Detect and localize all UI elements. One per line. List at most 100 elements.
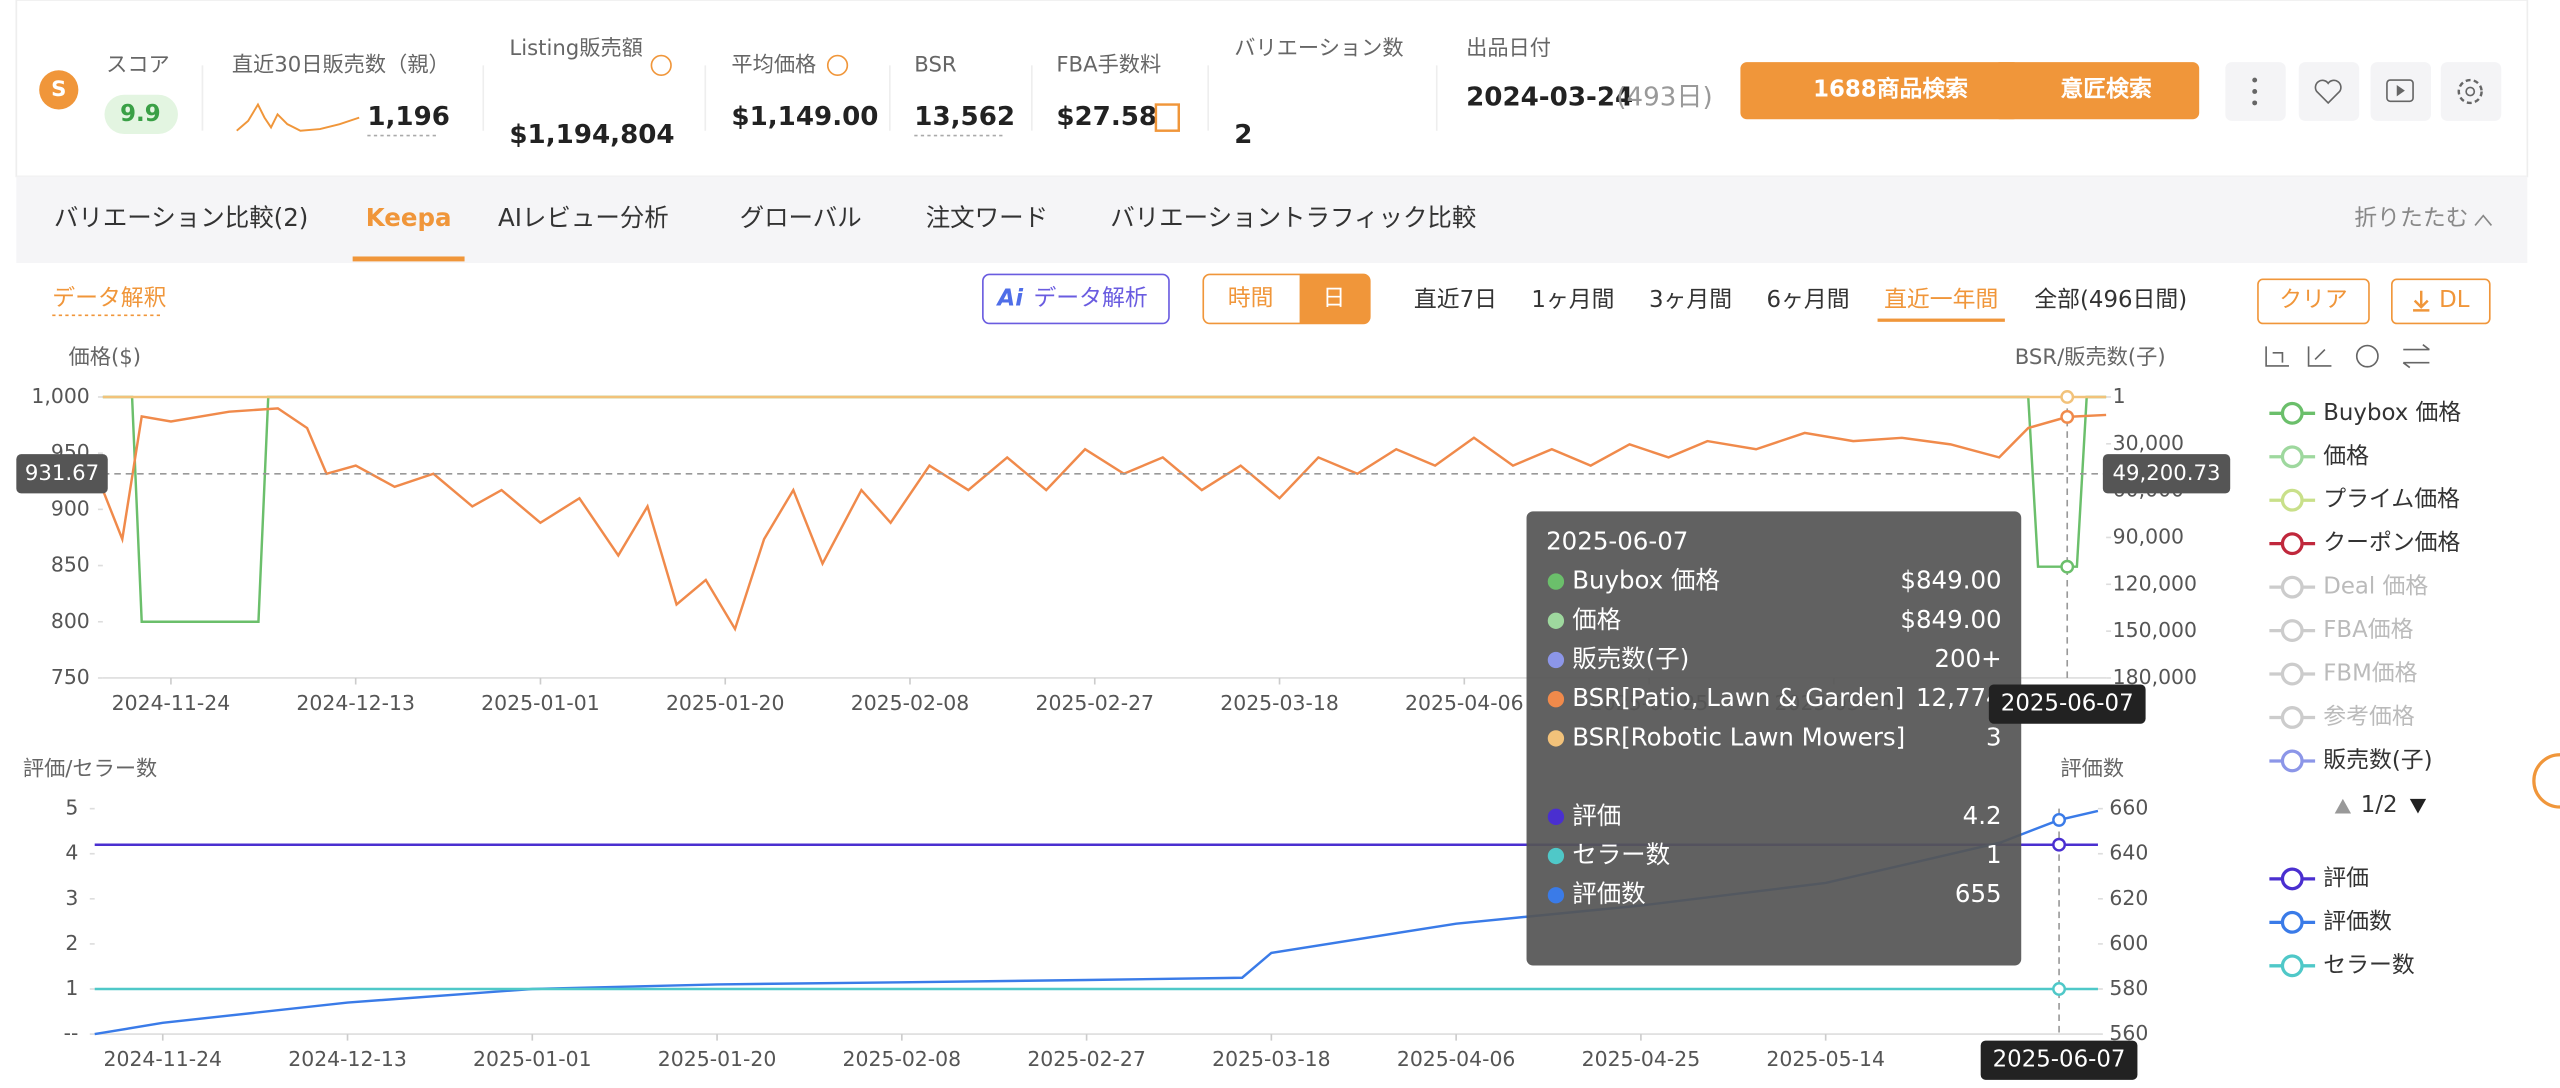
legend-marker[interactable] (2280, 619, 2304, 643)
favorite-button[interactable] (2298, 62, 2360, 121)
pager-next[interactable] (2409, 798, 2427, 814)
interpret-link[interactable]: データ解釈 (52, 285, 166, 311)
help-icon[interactable] (826, 54, 849, 76)
legend-label[interactable]: FBA価格 (2323, 617, 2413, 643)
ai-button[interactable] (982, 273, 1170, 325)
y2-tick-label: 120,000 (2113, 571, 2197, 595)
side-handle[interactable] (2532, 753, 2560, 809)
x-tick-label: 2025-04-06 (1405, 691, 1524, 715)
y-tick-label: 5 (65, 796, 78, 820)
sales30-label: 直近30日販売数（親） (232, 52, 450, 77)
tooltip-date: 2025-06-07 (1546, 526, 1688, 555)
legend-label[interactable]: Buybox 価格 (2323, 400, 2461, 426)
collapse[interactable]: 折りたたむ (2354, 205, 2468, 231)
dot (2252, 100, 2258, 106)
crosshair-left-label: 931.67 (25, 461, 99, 486)
swap-tool[interactable] (2402, 344, 2430, 369)
tab[interactable]: バリエーション比較(2) (54, 203, 308, 232)
dl-label[interactable]: DL (2439, 287, 2470, 313)
range-option[interactable]: 直近一年間 (1884, 287, 1998, 313)
legend-marker[interactable] (2280, 662, 2304, 686)
x-tick-label: 2025-04-06 (1397, 1047, 1516, 1071)
crosshair-left-box (16, 454, 108, 494)
x-tick-label: 2025-01-20 (658, 1047, 777, 1071)
y-axis-label: 価格($) (69, 345, 141, 370)
hover-point (2060, 409, 2075, 424)
help-icon[interactable] (650, 54, 672, 76)
clear-button[interactable] (2257, 278, 2370, 325)
zoom-reset-tool[interactable] (2307, 346, 2332, 367)
crosshair-date-box (1988, 684, 2146, 724)
x-tick-label: 2025-01-20 (666, 691, 785, 715)
tab[interactable]: 注文ワード (926, 203, 1048, 232)
tab[interactable]: バリエーショントラフィック比較 (1110, 203, 1476, 232)
x-tick-label: 2025-01-01 (473, 1047, 592, 1071)
range-option[interactable]: 6ヶ月間 (1767, 287, 1850, 313)
tooltip-value: 3 (1986, 722, 2002, 751)
legend-marker[interactable] (2280, 401, 2304, 425)
legend-marker[interactable] (2280, 532, 2304, 556)
toggle-active (1299, 274, 1370, 324)
tooltip-dot (1547, 612, 1565, 629)
hover-point (2052, 812, 2066, 827)
refresh-tool[interactable] (2355, 344, 2379, 368)
legend-marker[interactable] (2280, 445, 2304, 469)
legend-marker[interactable] (2280, 867, 2304, 891)
score-label: スコア (106, 52, 170, 77)
toggle-time[interactable]: 時間 (1228, 285, 1274, 311)
clear-label[interactable]: クリア (2279, 287, 2348, 313)
legend-label[interactable]: 参考価格 (2323, 704, 2415, 730)
tab[interactable]: AIレビュー分析 (498, 203, 669, 232)
btn-design[interactable] (1993, 62, 2200, 120)
y-tick-label: 1,000 (31, 384, 89, 408)
tab[interactable]: Keepa (366, 203, 452, 232)
legend-label[interactable]: セラー数 (2323, 952, 2415, 978)
tooltip-label: 価格 (1572, 605, 1621, 634)
legend-marker[interactable] (2280, 706, 2304, 729)
ai-label[interactable]: データ解析 (1033, 285, 1147, 311)
calculator-icon[interactable] (1154, 103, 1180, 132)
variation-label: バリエーション数 (1234, 36, 1403, 61)
tooltip-dot (1547, 573, 1565, 590)
tab-underline (352, 256, 465, 262)
legend-label[interactable]: 価格 (2323, 443, 2369, 469)
range-option[interactable]: 全部(496日間) (2034, 287, 2187, 313)
tooltip-label: 評価 (1572, 801, 1621, 830)
toggle-day[interactable]: 日 (1322, 285, 1345, 311)
series-line (101, 407, 2107, 632)
btn-1688-label[interactable]: 1688商品検索 (1813, 75, 1968, 102)
range-option[interactable]: 1ヶ月間 (1531, 287, 1614, 313)
tooltip-label: BSR[Robotic Lawn Mowers] (1572, 722, 1905, 751)
tab[interactable]: グローバル (740, 203, 862, 232)
legend-label[interactable]: 販売数(子) (2323, 747, 2432, 773)
range-option[interactable]: 3ヶ月間 (1649, 287, 1732, 313)
legend-marker[interactable] (2280, 488, 2304, 512)
dl-button[interactable] (2391, 278, 2491, 325)
settings-button[interactable] (2440, 62, 2502, 121)
legend-marker[interactable] (2280, 910, 2304, 934)
legend-label[interactable]: プライム価格 (2323, 487, 2460, 513)
legend-label[interactable]: FBM価格 (2323, 661, 2417, 687)
pager-prev[interactable] (2334, 798, 2352, 814)
legend-marker[interactable] (2280, 749, 2304, 773)
x-tick-label: 2025-04-25 (1582, 1047, 1701, 1071)
legend-label[interactable]: 評価 (2323, 865, 2369, 891)
legend-label[interactable]: クーポン価格 (2323, 530, 2460, 556)
btn-1688[interactable] (1740, 62, 2020, 120)
tooltip-label: セラー数 (1572, 840, 1670, 869)
legend-marker[interactable] (2280, 954, 2304, 978)
y-tick-label: 750 (51, 665, 90, 689)
dot (2252, 89, 2258, 94)
range-option[interactable]: 直近7日 (1414, 287, 1497, 313)
zoom-tool[interactable] (2265, 346, 2289, 367)
btn-design-label[interactable]: 意匠検索 (2060, 75, 2152, 102)
legend-marker[interactable] (2280, 575, 2304, 599)
hover-point (2052, 837, 2066, 852)
legend-label[interactable]: Deal 価格 (2323, 574, 2428, 600)
y2-tick-label: 620 (2109, 886, 2148, 910)
tooltip-value: 1 (1986, 840, 2002, 869)
tooltip-label: BSR[Patio, Lawn & Garden] (1572, 683, 1904, 712)
legend-label[interactable]: 評価数 (2323, 909, 2392, 935)
crosshair-date: 2025-06-07 (2001, 691, 2134, 717)
